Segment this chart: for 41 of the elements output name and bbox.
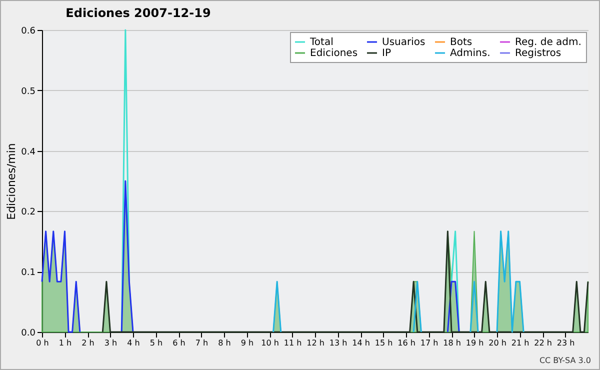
- legend-label: Bots: [450, 37, 472, 48]
- x-tick-label: 19 h: [466, 338, 484, 348]
- x-tick-label: 18 h: [443, 338, 461, 348]
- y-tick-label: 0.1: [21, 268, 36, 278]
- x-tick-label: 1 h: [58, 338, 72, 348]
- x-tick-label: 10 h: [261, 338, 279, 348]
- x-tick-label: 22 h: [534, 338, 552, 348]
- x-tick-label: 15 h: [374, 338, 393, 348]
- x-tick-label: 11 h: [284, 338, 302, 348]
- legend-label: Total: [309, 37, 334, 48]
- x-tick-label: 4 h: [127, 338, 140, 348]
- x-tick-label: 2 h: [82, 338, 94, 348]
- x-tick-label: 7 h: [195, 338, 208, 348]
- x-tick-label: 14 h: [352, 338, 370, 348]
- legend-label: Usuarios: [382, 37, 426, 48]
- chart-title: Ediciones 2007-12-19: [66, 6, 211, 20]
- legend-label: IP: [382, 48, 391, 59]
- x-tick-label: 8 h: [218, 338, 231, 348]
- legend-label: Registros: [515, 48, 562, 59]
- x-tick-label: 3 h: [104, 338, 118, 348]
- text: CC BY-SA 3.0: [539, 356, 591, 365]
- x-tick-label: 0 h: [36, 338, 49, 348]
- x-tick-label: 20 h: [488, 338, 506, 348]
- x-tick-label: 21 h: [511, 338, 530, 348]
- legend-label: Ediciones: [310, 48, 358, 59]
- y-tick-label: 0.6: [21, 26, 36, 36]
- x-tick-label: 9 h: [240, 338, 254, 348]
- legend-label: Admins.: [450, 48, 490, 59]
- x-tick-label: 13 h: [329, 338, 348, 348]
- x-tick-label: 16 h: [398, 338, 416, 348]
- y-tick-label: 0.5: [21, 86, 36, 97]
- x-tick-label: 6 h: [172, 338, 186, 348]
- y-tick-label: 0.2: [21, 208, 36, 218]
- y-axis-title: Ediciones/min: [5, 143, 18, 220]
- x-tick-label: 12 h: [306, 338, 324, 348]
- x-tick-label: 17 h: [420, 338, 438, 348]
- x-tick-label: 5 h: [150, 338, 163, 348]
- y-tick-label: 0.0: [21, 328, 36, 338]
- y-tick-label: 0.4: [21, 147, 36, 158]
- legend-label: Reg. de adm.: [515, 37, 582, 48]
- x-tick-label: 23 h: [556, 338, 575, 348]
